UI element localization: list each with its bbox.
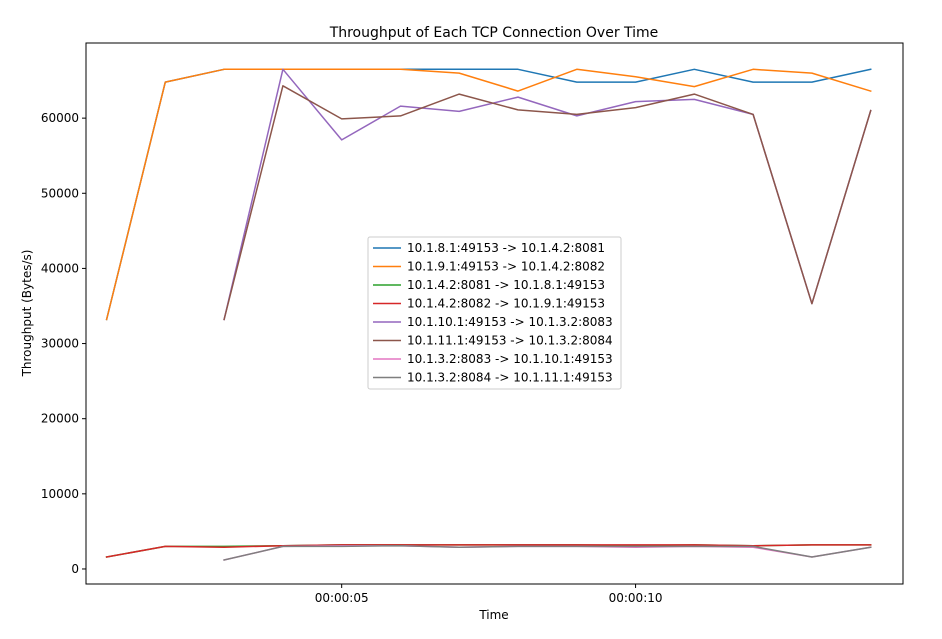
x-axis-ticks: 00:00:05 00:00:10 — [315, 584, 663, 605]
legend-entry: 10.1.8.1:49153 -> 10.1.4.2:8081 — [407, 241, 605, 255]
legend-entry: 10.1.4.2:8082 -> 10.1.9.1:49153 — [407, 297, 605, 311]
series-line-2 — [105, 68, 872, 321]
y-tick-label: 50000 — [41, 186, 79, 200]
series-line-6 — [223, 85, 872, 321]
y-axis-ticks: 0 10000 20000 30000 40000 50000 60000 — [41, 111, 86, 576]
series-line-4 — [105, 544, 872, 558]
y-axis-title: Throughput (Bytes/s) — [20, 250, 34, 378]
x-tick-label: 00:00:10 — [609, 591, 663, 605]
y-tick-label: 20000 — [41, 412, 79, 426]
series-layer — [105, 68, 872, 561]
chart-title: Throughput of Each TCP Connection Over T… — [329, 25, 659, 41]
legend-entry: 10.1.10.1:49153 -> 10.1.3.2:8083 — [407, 315, 613, 329]
legend-entry: 10.1.3.2:8083 -> 10.1.10.1:49153 — [407, 352, 613, 366]
x-axis-title: Time — [478, 608, 508, 622]
plot-frame — [85, 42, 904, 585]
y-tick-label: 10000 — [41, 487, 79, 501]
legend-entry: 10.1.4.2:8081 -> 10.1.8.1:49153 — [407, 278, 605, 292]
legend: 10.1.8.1:49153 -> 10.1.4.2:8081 10.1.9.1:… — [367, 236, 622, 390]
y-tick-label: 40000 — [41, 261, 79, 275]
y-tick-label: 60000 — [41, 111, 79, 125]
y-tick-label: 30000 — [41, 337, 79, 351]
legend-box — [367, 236, 622, 390]
series-line-7 — [223, 544, 872, 561]
x-tick-label: 00:00:05 — [315, 591, 369, 605]
y-tick-label: 0 — [71, 562, 79, 576]
legend-entry: 10.1.11.1:49153 -> 10.1.3.2:8084 — [407, 334, 613, 348]
legend-entry: 10.1.9.1:49153 -> 10.1.4.2:8082 — [407, 260, 605, 274]
legend-entry: 10.1.3.2:8084 -> 10.1.11.1:49153 — [407, 371, 613, 385]
series-line-8 — [223, 544, 872, 561]
